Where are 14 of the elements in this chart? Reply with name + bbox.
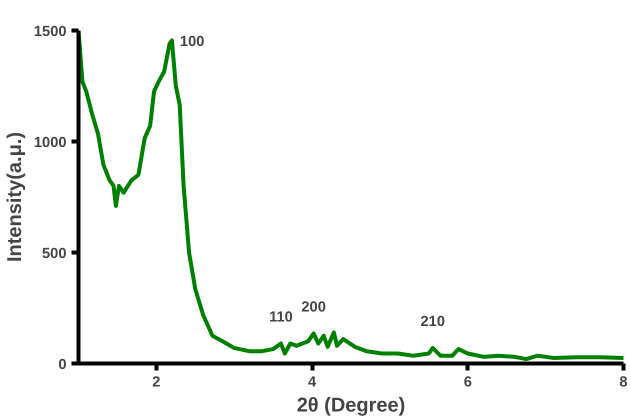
annotation: 110 <box>269 310 293 326</box>
x-tick-label: 8 <box>619 374 628 390</box>
x-tick-label: 4 <box>308 374 317 390</box>
annotation: 100 <box>180 34 204 50</box>
y-tick-label: 1000 <box>34 135 67 151</box>
annotation: 200 <box>301 300 326 316</box>
y-tick-label: 0 <box>58 357 67 373</box>
x-tick-label: 2 <box>152 374 160 390</box>
x-axis-title: 2θ (Degree) <box>296 394 406 416</box>
x-tick-label: 6 <box>464 374 472 390</box>
annotation: 210 <box>420 314 445 330</box>
y-tick-label: 500 <box>42 246 67 262</box>
y-axis-title: Intensity(a.μ.) <box>4 132 26 262</box>
y-tick-label: 1500 <box>34 24 67 40</box>
